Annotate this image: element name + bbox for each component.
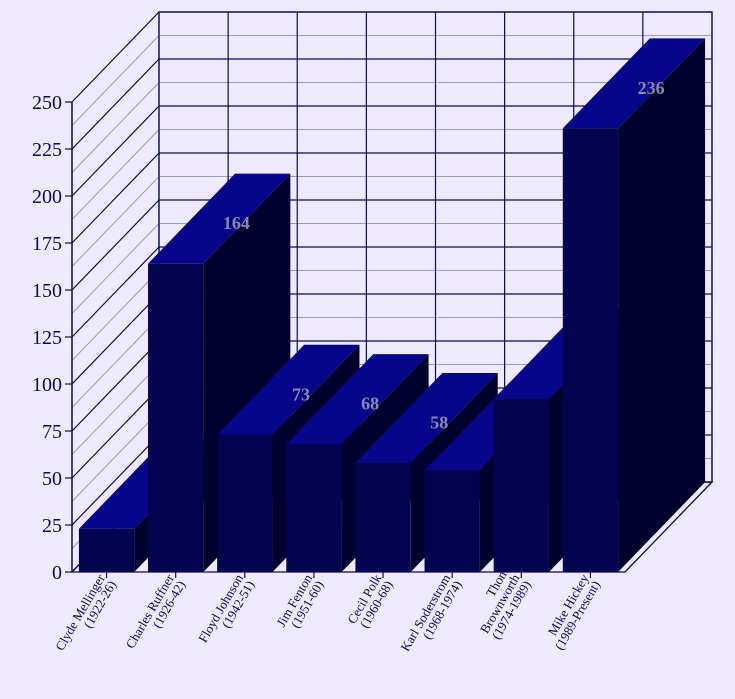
minor-grid-diagonal — [71, 270, 160, 361]
bar-top — [217, 344, 360, 435]
minor-grid-diagonal — [71, 129, 160, 220]
bar-front — [493, 399, 549, 572]
grid-diagonal — [71, 58, 160, 150]
minor-grid-diagonal — [71, 82, 160, 173]
x-tick-label: ThomBrownworth(1974-1989) — [466, 565, 535, 643]
bar-value-label: 73 — [292, 384, 310, 404]
bar-top — [355, 372, 498, 463]
y-tick-label: 225 — [32, 139, 62, 161]
grid-diagonal — [71, 246, 160, 338]
bar-top — [286, 354, 429, 445]
y-tick-label: 0 — [52, 562, 62, 584]
grid-diagonal — [71, 434, 160, 526]
y-tick-label: 150 — [32, 280, 62, 302]
minor-grid-diagonal — [71, 411, 160, 502]
x-axis-labels: Clyde Mellinger(1922-26) Charles Ruffner(… — [52, 565, 603, 661]
bar-front — [286, 444, 342, 572]
grid-diagonal — [71, 293, 160, 385]
bar-front — [562, 128, 619, 572]
bar-value-label: 68 — [361, 394, 379, 414]
grid-diagonal — [71, 105, 160, 197]
y-tick-label: 25 — [42, 515, 62, 537]
grid-diagonal — [71, 387, 160, 479]
grid-diagonal — [71, 152, 160, 244]
bar-side — [618, 38, 706, 572]
bar-value-label: 58 — [430, 412, 448, 432]
x-tick-label: Clyde Mellinger(1922-26) — [52, 571, 119, 660]
y-axis: 0 25 50 75 100 125 150 175 200 225 250 — [32, 92, 73, 584]
bar-front — [148, 263, 204, 572]
bar-front — [217, 434, 273, 572]
bar-front — [424, 470, 480, 572]
bars: 231647368585492236 — [78, 38, 706, 572]
x-tick-label: Karl Soderstrom(1968-1974) — [397, 572, 464, 661]
y-tick-label: 175 — [32, 233, 62, 255]
bar-value-label: 236 — [638, 78, 665, 98]
y-tick-label: 125 — [32, 327, 62, 349]
bar-top — [148, 173, 291, 264]
y-tick-label: 75 — [42, 421, 62, 443]
minor-grid-diagonal — [71, 35, 160, 126]
bar-top — [562, 38, 706, 129]
y-tick-label: 100 — [32, 374, 62, 396]
bar-front — [78, 528, 135, 572]
bar-value-label: 164 — [223, 213, 250, 233]
x-tick-label: Charles Ruffner(1926-42) — [122, 571, 188, 658]
x-tick-label: Mike Hickey(1989-Present) — [540, 571, 603, 652]
minor-grid-diagonal — [71, 176, 160, 267]
minor-grid-diagonal — [71, 317, 160, 408]
y-tick-label: 200 — [32, 186, 62, 208]
x-tick-label: Cecil Polk(1960-68) — [344, 571, 396, 633]
y-tick-label: 250 — [32, 92, 62, 114]
grid-diagonal — [71, 199, 160, 291]
grid-diagonal — [71, 340, 160, 432]
y-tick-label: 50 — [42, 468, 62, 490]
minor-grid-diagonal — [71, 223, 160, 314]
x-tick-label: Jim Fenton(1951-60) — [273, 571, 327, 636]
minor-grid-diagonal — [71, 364, 160, 455]
bar: 236 — [562, 38, 706, 572]
x-tick-label: Floyd Johnson(1942-51) — [195, 571, 258, 651]
grid-diagonal — [71, 11, 160, 103]
bar-front — [355, 462, 411, 572]
